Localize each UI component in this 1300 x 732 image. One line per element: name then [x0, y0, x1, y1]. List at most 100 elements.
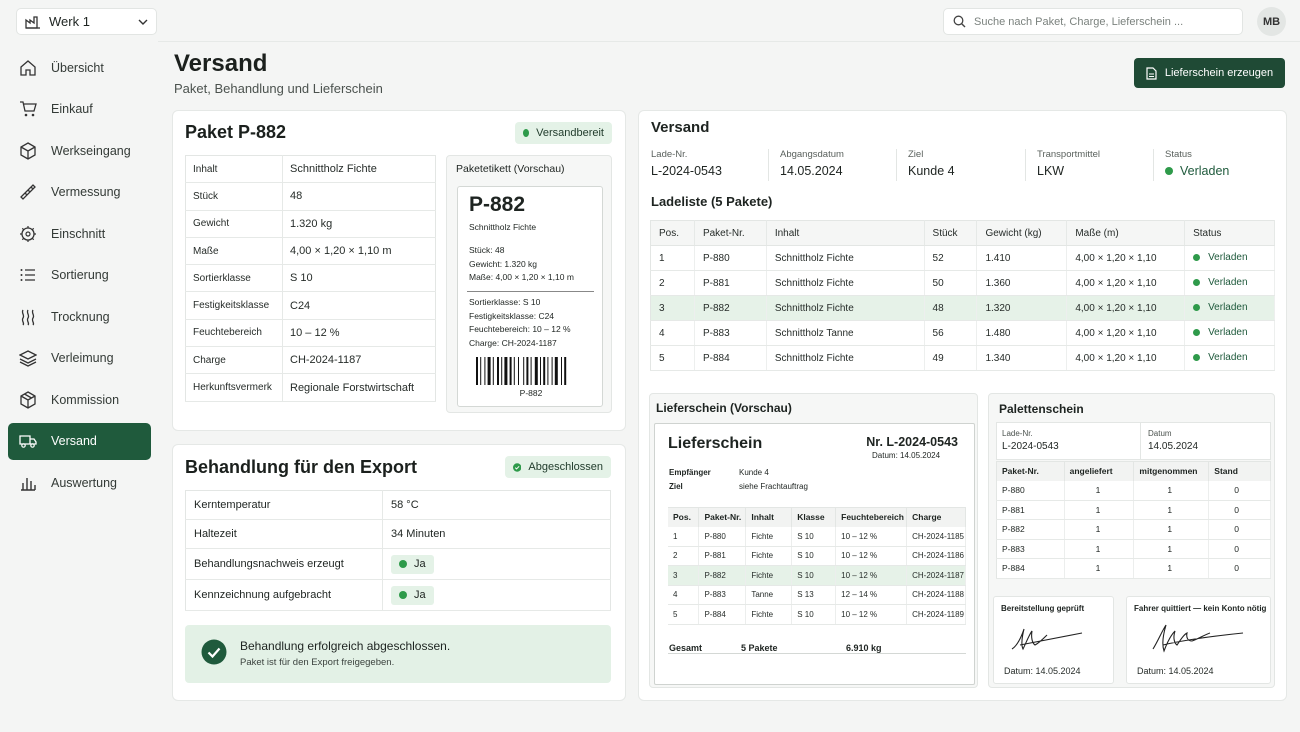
table-row: P-884 1 1 0 — [996, 558, 1271, 579]
sidebar-item-trocknung[interactable]: Trocknung — [8, 298, 151, 335]
delivery-note-preview: Lieferschein (Vorschau) Lieferschein Nr.… — [649, 393, 978, 688]
table-row: Haltezeit 34 Minuten — [185, 519, 611, 549]
table-row[interactable]: 2 P-881 Schnittholz Fichte 50 1.360 4,00 × 1,… — [650, 270, 1275, 296]
sidebar-item-kommission[interactable]: Kommission — [8, 381, 151, 418]
sidebar-item-versand[interactable]: Versand — [8, 422, 151, 460]
table-row[interactable]: 1 P-880 Schnittholz Fichte 52 1.410 4,00 × 1,… — [650, 245, 1275, 271]
check-circle-icon — [513, 462, 522, 472]
sidebar-item-werkseingang[interactable]: Werkseingang — [8, 132, 151, 169]
table-cell: Schnittholz Fichte — [766, 295, 925, 321]
table-cell: 1.340 — [976, 345, 1068, 371]
table-cell: P-883 — [694, 320, 767, 346]
table-cell: 49 — [924, 345, 978, 371]
status-cell: Verladen — [1184, 245, 1275, 271]
table-cell: 4,00 × 1,20 × 1,10 — [1066, 320, 1186, 346]
table-cell: CH-2024-1186 — [906, 546, 966, 566]
search-box[interactable] — [943, 8, 1243, 35]
column-header[interactable]: Maße (m) — [1066, 220, 1186, 246]
heat-waves-icon — [19, 308, 37, 326]
table-row: Festigkeitsklasse C24 — [185, 291, 436, 320]
create-delivery-note-label: Lieferschein erzeugen — [1164, 67, 1274, 79]
sidebar-item-label: Versand — [51, 434, 97, 448]
column-header[interactable]: Paket-Nr. — [694, 220, 767, 246]
recipient-value: Kunde 4 — [739, 468, 769, 477]
sidebar-item-verleimung[interactable]: Verleimung — [8, 340, 151, 377]
column-header: Pos. — [668, 507, 700, 527]
search-input[interactable] — [974, 15, 1224, 28]
package-title: Paket P-882 — [185, 122, 287, 142]
factory-icon — [25, 15, 40, 29]
sidebar-item-einkauf[interactable]: Einkauf — [8, 91, 151, 128]
column-header[interactable]: Stück — [924, 220, 978, 246]
treatment-value: 34 Minuten — [391, 528, 446, 540]
table-row: Stück 48 — [185, 182, 436, 211]
table-cell: 56 — [924, 320, 978, 346]
loadlist-title: Ladeliste (5 Pakete) — [651, 194, 773, 209]
table-cell: P-881 — [996, 500, 1065, 520]
detail-key: Stück — [185, 182, 283, 211]
table-row[interactable]: 4 P-883 Schnittholz Tanne 56 1.480 4,00 × 1,2… — [650, 320, 1275, 346]
table-cell: 0 — [1208, 480, 1271, 501]
table-cell: 0 — [1208, 558, 1271, 579]
status-dot-icon — [1165, 167, 1173, 175]
label-line: Festigkeitsklasse: C24 — [469, 310, 555, 321]
signature-icon — [1152, 624, 1244, 653]
create-delivery-note-button[interactable]: Lieferschein erzeugen — [1134, 58, 1285, 88]
delivery-note-doc-title: Lieferschein — [668, 435, 763, 452]
table-cell: 1 — [650, 245, 695, 271]
sidebar-item-label: Auswertung — [51, 475, 118, 490]
table-cell: 1.410 — [976, 245, 1068, 271]
package-status-badge: Versandbereit — [515, 122, 612, 144]
pallet-header-divider — [1140, 423, 1141, 459]
table-row: Behandlungsnachweis erzeugt Ja — [185, 548, 611, 580]
table-cell: P-882 — [698, 565, 747, 586]
detail-value: Regionale Forstwirtschaft — [282, 373, 436, 402]
meta-label: Transportmittel — [1037, 149, 1100, 160]
table-cell: 1 — [1064, 558, 1135, 579]
label-preview-title: Paketetikett (Vorschau) — [456, 163, 565, 175]
column-header: Inhalt — [745, 507, 793, 527]
sidebar-item-label: Einkauf — [51, 102, 93, 116]
status-dot-icon — [1193, 254, 1201, 261]
sidebar-item-label: Übersicht — [51, 60, 104, 75]
package-icon — [19, 390, 37, 409]
table-row: Gewicht 1.320 kg — [185, 210, 436, 238]
table-cell: 0 — [1208, 519, 1271, 540]
table-row: 4 P-883 Tanne S 13 12 – 14 % CH-2024-1188 — [668, 585, 966, 605]
detail-value: C24 — [282, 291, 436, 320]
chevron-down-icon — [138, 19, 148, 25]
sidebar-item-auswertung[interactable]: Auswertung — [8, 464, 151, 501]
loadlist-table: Pos. Paket-Nr. Inhalt Stück Gewicht (kg) Maße… — [650, 220, 1275, 371]
list-icon — [19, 266, 37, 284]
column-header[interactable]: Inhalt — [766, 220, 925, 246]
meta-value: Verladen — [1165, 164, 1229, 178]
recipient-label: Empfänger — [669, 468, 711, 477]
table-cell: Schnittholz Fichte — [766, 245, 925, 271]
sidebar-item-vermessung[interactable]: Vermessung — [8, 174, 151, 211]
table-cell: 1.480 — [976, 320, 1068, 346]
detail-value: 48 — [282, 182, 436, 211]
status-dot-icon — [399, 591, 407, 599]
table-cell: P-882 — [996, 519, 1065, 540]
avatar[interactable]: MB — [1257, 7, 1286, 36]
column-header[interactable]: Status — [1184, 220, 1275, 246]
sidebar-item-einschnitt[interactable]: Einschnitt — [8, 215, 151, 252]
meta-divider — [1153, 149, 1154, 181]
table-cell: 4 — [668, 585, 700, 605]
table-cell: 4,00 × 1,20 × 1,10 — [1066, 345, 1186, 371]
sidebar-item-sortierung[interactable]: Sortierung — [8, 257, 151, 294]
column-header[interactable]: Gewicht (kg) — [976, 220, 1068, 246]
table-cell: 4,00 × 1,20 × 1,10 — [1066, 295, 1186, 321]
table-row[interactable]: 5 P-884 Schnittholz Fichte 49 1.340 4,00 × 1,… — [650, 345, 1275, 371]
plant-select[interactable]: Werk 1 — [16, 8, 157, 35]
table-row[interactable]: 3 P-882 Schnittholz Fichte 48 1.320 4,00 × 1,… — [650, 295, 1275, 321]
table-cell: S 10 — [791, 565, 837, 586]
pallet-date-value: 14.05.2024 — [1148, 441, 1199, 452]
status-dot-icon — [1193, 354, 1201, 361]
column-header[interactable]: Pos. — [650, 220, 695, 246]
detail-key: Herkunftsvermerk — [185, 373, 283, 402]
meta-value: LKW — [1037, 164, 1065, 178]
treatment-success-banner: Behandlung erfolgreich abgeschlossen. Pa… — [185, 625, 611, 683]
sidebar-item-uebersicht[interactable]: Übersicht — [8, 49, 151, 86]
sidebar-item-label: Vermessung — [51, 185, 121, 199]
